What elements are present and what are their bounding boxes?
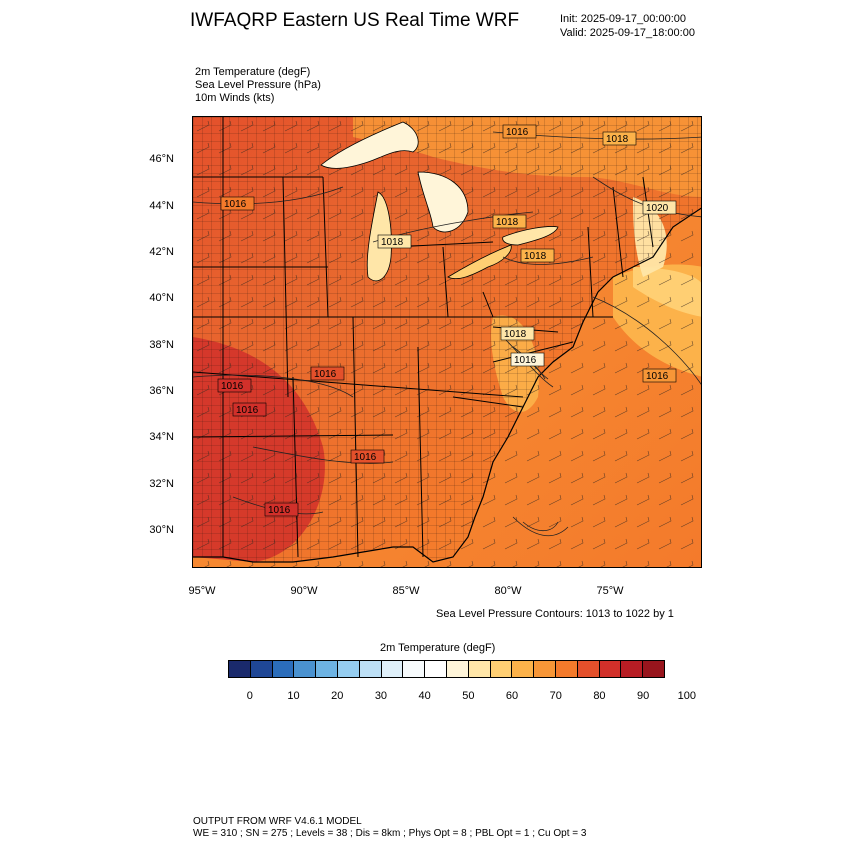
colorbar-swatch [555,661,578,677]
colorbar-swatch [359,661,382,677]
isobar-label: 1016 [314,369,337,380]
colorbar-label: 30 [374,690,388,702]
lat-label: 40°N [149,292,174,304]
isobar-label: 1016 [268,505,291,516]
isobar-label: 1016 [646,371,669,382]
colorbar-swatch [294,661,317,677]
colorbar-swatch [229,661,251,677]
colorbar-label: 10 [287,690,300,702]
isobar-label-group: 1016 1018 1016 1018 1018 1020 1018 1016 … [217,124,677,517]
isobar-label: 1016 [224,199,247,210]
isobar-label: 1016 [354,452,377,463]
colorbar-swatch [512,661,535,677]
model-info: OUTPUT FROM WRF V4.6.1 MODEL [193,816,362,827]
init-time: Init: 2025-09-17_00:00:00 [560,13,686,25]
lon-label: 80°W [494,585,522,597]
map-title: IWFAQRP Eastern US Real Time WRF [190,10,520,31]
colorbar-swatch [381,661,404,677]
lat-label: 34°N [149,431,174,443]
lat-label: 44°N [149,200,174,212]
colorbar-swatch [643,661,664,677]
colorbar-swatch [250,661,273,677]
contour-info: Sea Level Pressure Contours: 1013 to 102… [436,608,674,620]
lake-huron [417,171,469,233]
lat-label: 42°N [149,246,174,258]
lake-superior [320,121,419,169]
lat-label: 38°N [149,339,174,351]
lake-erie [447,244,512,280]
isobar-label: 1018 [381,237,404,248]
state-borders [193,117,654,558]
field-label-winds: 10m Winds (kts) [195,92,275,104]
isobar-label: 1018 [496,217,519,228]
colorbar-swatch [577,661,600,677]
isobar-label: 1018 [524,251,547,262]
colorbar-swatch [337,661,360,677]
isobar-label: 1016 [236,405,259,416]
colorbar-label: 60 [505,690,519,702]
field-label-pressure: Sea Level Pressure (hPa) [195,79,321,91]
colorbar [228,660,665,678]
colorbar-label: 100 [677,690,697,702]
colorbar-swatch [599,661,622,677]
isobar-label: 1018 [504,329,527,340]
isobar-label: 1020 [646,203,669,214]
coastline [193,207,701,563]
colorbar-label: 40 [418,690,431,702]
isobar-label: 1016 [514,355,537,366]
lat-label: 30°N [149,524,174,536]
lake-ontario [502,226,559,246]
colorbar-swatch [403,661,426,677]
colorbar-swatch [490,661,513,677]
colorbar-label: 70 [549,690,562,702]
lon-label: 75°W [596,585,624,597]
lat-label: 32°N [149,478,174,490]
colorbar-swatch [316,661,338,677]
lat-label: 46°N [149,153,174,165]
colorbar-swatch [468,661,491,677]
colorbar-label: 0 [246,690,253,702]
lat-label: 36°N [149,385,174,397]
valid-time: Valid: 2025-09-17_18:00:00 [560,27,695,39]
lon-label: 90°W [290,585,318,597]
field-label-temperature: 2m Temperature (degF) [195,66,311,78]
colorbar-label: 90 [637,690,650,702]
colorbar-label: 80 [593,690,606,702]
colorbar-swatch [425,661,447,677]
lon-label: 95°W [188,585,216,597]
colorbar-title: 2m Temperature (degF) [380,642,496,654]
map-svg: 1016 1018 1016 1018 1018 1020 1018 1016 … [193,117,701,567]
colorbar-swatch [534,661,556,677]
colorbar-label: 50 [462,690,475,702]
colorbar-swatch [446,661,469,677]
colorbar-swatch [621,661,644,677]
isobar-label: 1016 [221,381,244,392]
colorbar-swatch [272,661,295,677]
model-config: WE = 310 ; SN = 275 ; Levels = 38 ; Dis … [193,828,587,839]
map-plot: 1016 1018 1016 1018 1018 1020 1018 1016 … [192,116,702,568]
lon-label: 85°W [392,585,420,597]
isobar-label: 1018 [606,134,629,145]
isobar-label: 1016 [506,127,529,138]
colorbar-label: 20 [331,690,344,702]
